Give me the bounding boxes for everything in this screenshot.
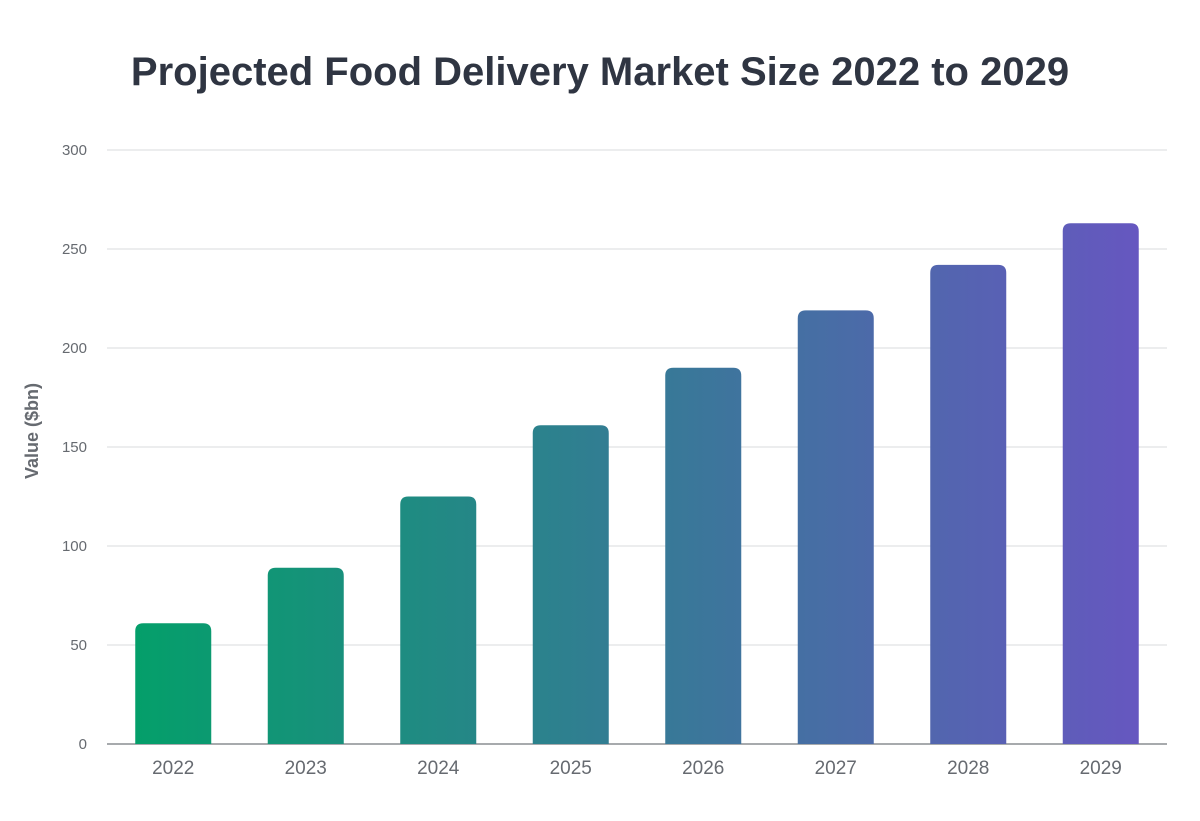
x-tick-label: 2023 (285, 758, 327, 779)
x-tick-label: 2028 (947, 758, 989, 779)
bar-2026 (665, 367, 742, 744)
y-tick-label: 250 (62, 241, 87, 258)
bar-2029 (1062, 223, 1139, 744)
bar-2025 (532, 425, 609, 744)
y-tick-label: 150 (62, 439, 87, 456)
bar-2028 (930, 264, 1007, 744)
y-tick-label: 100 (62, 538, 87, 555)
y-tick-label: 200 (62, 340, 87, 357)
gridlines (107, 149, 1167, 745)
chart-title: Projected Food Delivery Market Size 2022… (130, 50, 1070, 94)
bar-2027 (797, 310, 874, 744)
x-tick-label: 2024 (417, 758, 460, 779)
x-tick-label: 2025 (550, 758, 592, 779)
bars (135, 223, 1139, 744)
y-tick-label: 0 (79, 736, 87, 753)
bar-2022 (135, 623, 212, 744)
y-tick-label: 50 (70, 637, 87, 654)
x-tick-label: 2029 (1080, 758, 1122, 779)
bar-2024 (400, 496, 477, 744)
x-tick-label: 2027 (815, 758, 857, 779)
x-tick-label: 2022 (152, 758, 194, 779)
x-tick-label: 2026 (682, 758, 724, 779)
bar-2023 (267, 567, 344, 744)
y-axis-ticks: 0 50 100 150 200 250 300 (62, 142, 87, 753)
x-axis-ticks: 2022 2023 2024 2025 2026 2027 2028 2029 (152, 758, 1122, 779)
y-tick-label: 300 (62, 142, 87, 159)
y-axis-label: Value ($bn) (22, 383, 42, 479)
